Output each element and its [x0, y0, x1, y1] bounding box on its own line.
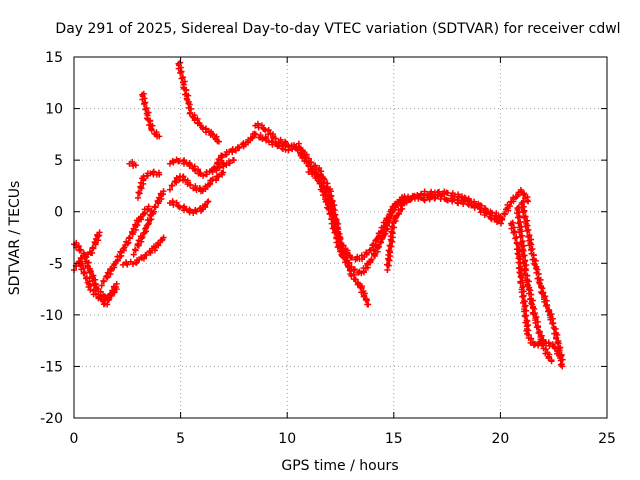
- data-point-marks: [126, 158, 139, 169]
- x-tick-label: 15: [385, 431, 403, 447]
- data-point-marks: [77, 260, 120, 308]
- data-point-marks: [139, 90, 163, 140]
- data-point-marks: [166, 198, 212, 216]
- series-track-19: [518, 199, 566, 370]
- y-tick-label: -15: [40, 359, 63, 375]
- x-tick-label: 20: [491, 431, 509, 447]
- data-point-marks: [130, 188, 167, 258]
- data-point-marks: [384, 188, 504, 274]
- data-point-marks: [166, 169, 227, 195]
- x-tick-label: 10: [278, 431, 296, 447]
- plot-frame: [73, 56, 608, 419]
- chart-title: Day 291 of 2025, Sidereal Day-to-day VTE…: [55, 21, 620, 37]
- x-tick-label: 5: [176, 431, 185, 447]
- data-point-marks: [518, 199, 566, 370]
- y-axis: -20 -15 -10 -5 0 5 10 15: [40, 50, 607, 427]
- y-tick-label: 15: [45, 50, 63, 66]
- y-tick-label: -5: [49, 256, 63, 272]
- x-axis: 0 5 10 15 20 25: [70, 57, 616, 447]
- y-tick-label: -10: [40, 308, 63, 324]
- y-tick-label: 5: [54, 153, 63, 169]
- series-track-3: [77, 260, 120, 308]
- series-track-17: [384, 188, 504, 274]
- data-point-marks: [98, 203, 152, 289]
- series-track-10: [166, 169, 227, 195]
- series-track-12: [166, 198, 212, 216]
- series-track-4: [98, 203, 152, 289]
- series-track-9: [139, 90, 163, 140]
- y-tick-label: 0: [54, 205, 63, 221]
- series-track-13: [175, 59, 222, 145]
- data-point-marks: [508, 219, 564, 360]
- series-track-8: [134, 168, 163, 201]
- y-tick-label: -20: [40, 411, 63, 427]
- x-tick-label: 0: [70, 431, 79, 447]
- series-track-5: [120, 234, 167, 268]
- series-track-7: [126, 158, 139, 169]
- series-track-20: [514, 204, 555, 365]
- series-track-6: [130, 188, 167, 258]
- y-tick-label: 10: [45, 102, 63, 118]
- series-track-18: [508, 219, 564, 360]
- data-point-marks: [134, 168, 163, 201]
- data-point-marks: [175, 59, 222, 145]
- data-point-marks: [514, 204, 555, 365]
- data-point-marks: [120, 234, 167, 268]
- x-tick-label: 25: [598, 431, 616, 447]
- y-axis-label: SDTVAR / TECUs: [7, 181, 23, 296]
- x-axis-label: GPS time / hours: [281, 458, 398, 474]
